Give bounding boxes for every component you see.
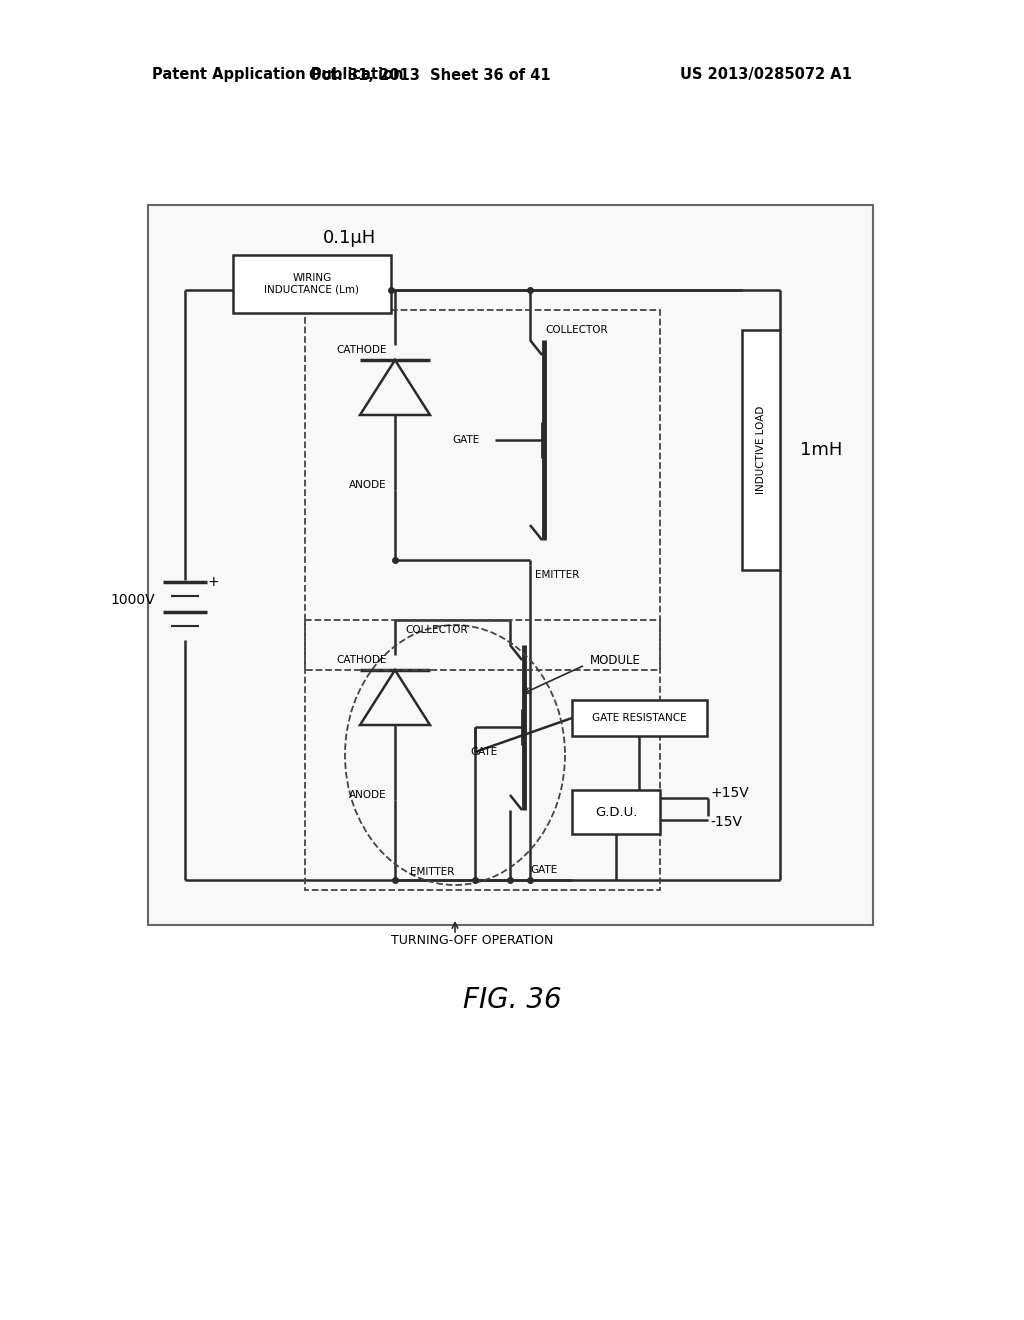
Text: G.D.U.: G.D.U.: [595, 805, 637, 818]
Text: +15V: +15V: [710, 785, 749, 800]
Text: Patent Application Publication: Patent Application Publication: [152, 67, 403, 82]
Text: 0.1μH: 0.1μH: [324, 228, 377, 247]
Text: -15V: -15V: [710, 814, 742, 829]
Text: FIG. 36: FIG. 36: [463, 986, 561, 1014]
Text: COLLECTOR: COLLECTOR: [545, 325, 607, 335]
Text: COLLECTOR: COLLECTOR: [406, 624, 468, 635]
Text: GATE: GATE: [530, 865, 557, 875]
Text: INDUCTIVE LOAD: INDUCTIVE LOAD: [756, 405, 766, 494]
Text: 1mH: 1mH: [800, 441, 843, 459]
Text: GATE: GATE: [470, 747, 498, 756]
Text: 1000V: 1000V: [111, 593, 155, 607]
Bar: [742, 330, 780, 570]
Text: ANODE: ANODE: [349, 789, 387, 800]
Text: CATHODE: CATHODE: [337, 345, 387, 355]
Text: GATE: GATE: [453, 436, 480, 445]
Text: +: +: [207, 576, 219, 589]
Bar: [572, 700, 707, 737]
Text: WIRING
INDUCTANCE (Lm): WIRING INDUCTANCE (Lm): [264, 273, 359, 294]
Text: TURNING-OFF OPERATION: TURNING-OFF OPERATION: [391, 933, 553, 946]
Text: EMITTER: EMITTER: [535, 570, 580, 579]
Text: Oct. 31, 2013  Sheet 36 of 41: Oct. 31, 2013 Sheet 36 of 41: [309, 67, 551, 82]
Text: MODULE: MODULE: [590, 653, 641, 667]
Text: US 2013/0285072 A1: US 2013/0285072 A1: [680, 67, 852, 82]
Text: CATHODE: CATHODE: [337, 655, 387, 665]
Text: ANODE: ANODE: [349, 480, 387, 490]
Bar: [148, 205, 873, 925]
Bar: [233, 255, 391, 313]
Text: GATE RESISTANCE: GATE RESISTANCE: [592, 713, 686, 723]
Bar: [572, 789, 660, 834]
Text: EMITTER: EMITTER: [410, 867, 455, 876]
Bar: [305, 620, 660, 890]
Bar: [305, 310, 660, 671]
